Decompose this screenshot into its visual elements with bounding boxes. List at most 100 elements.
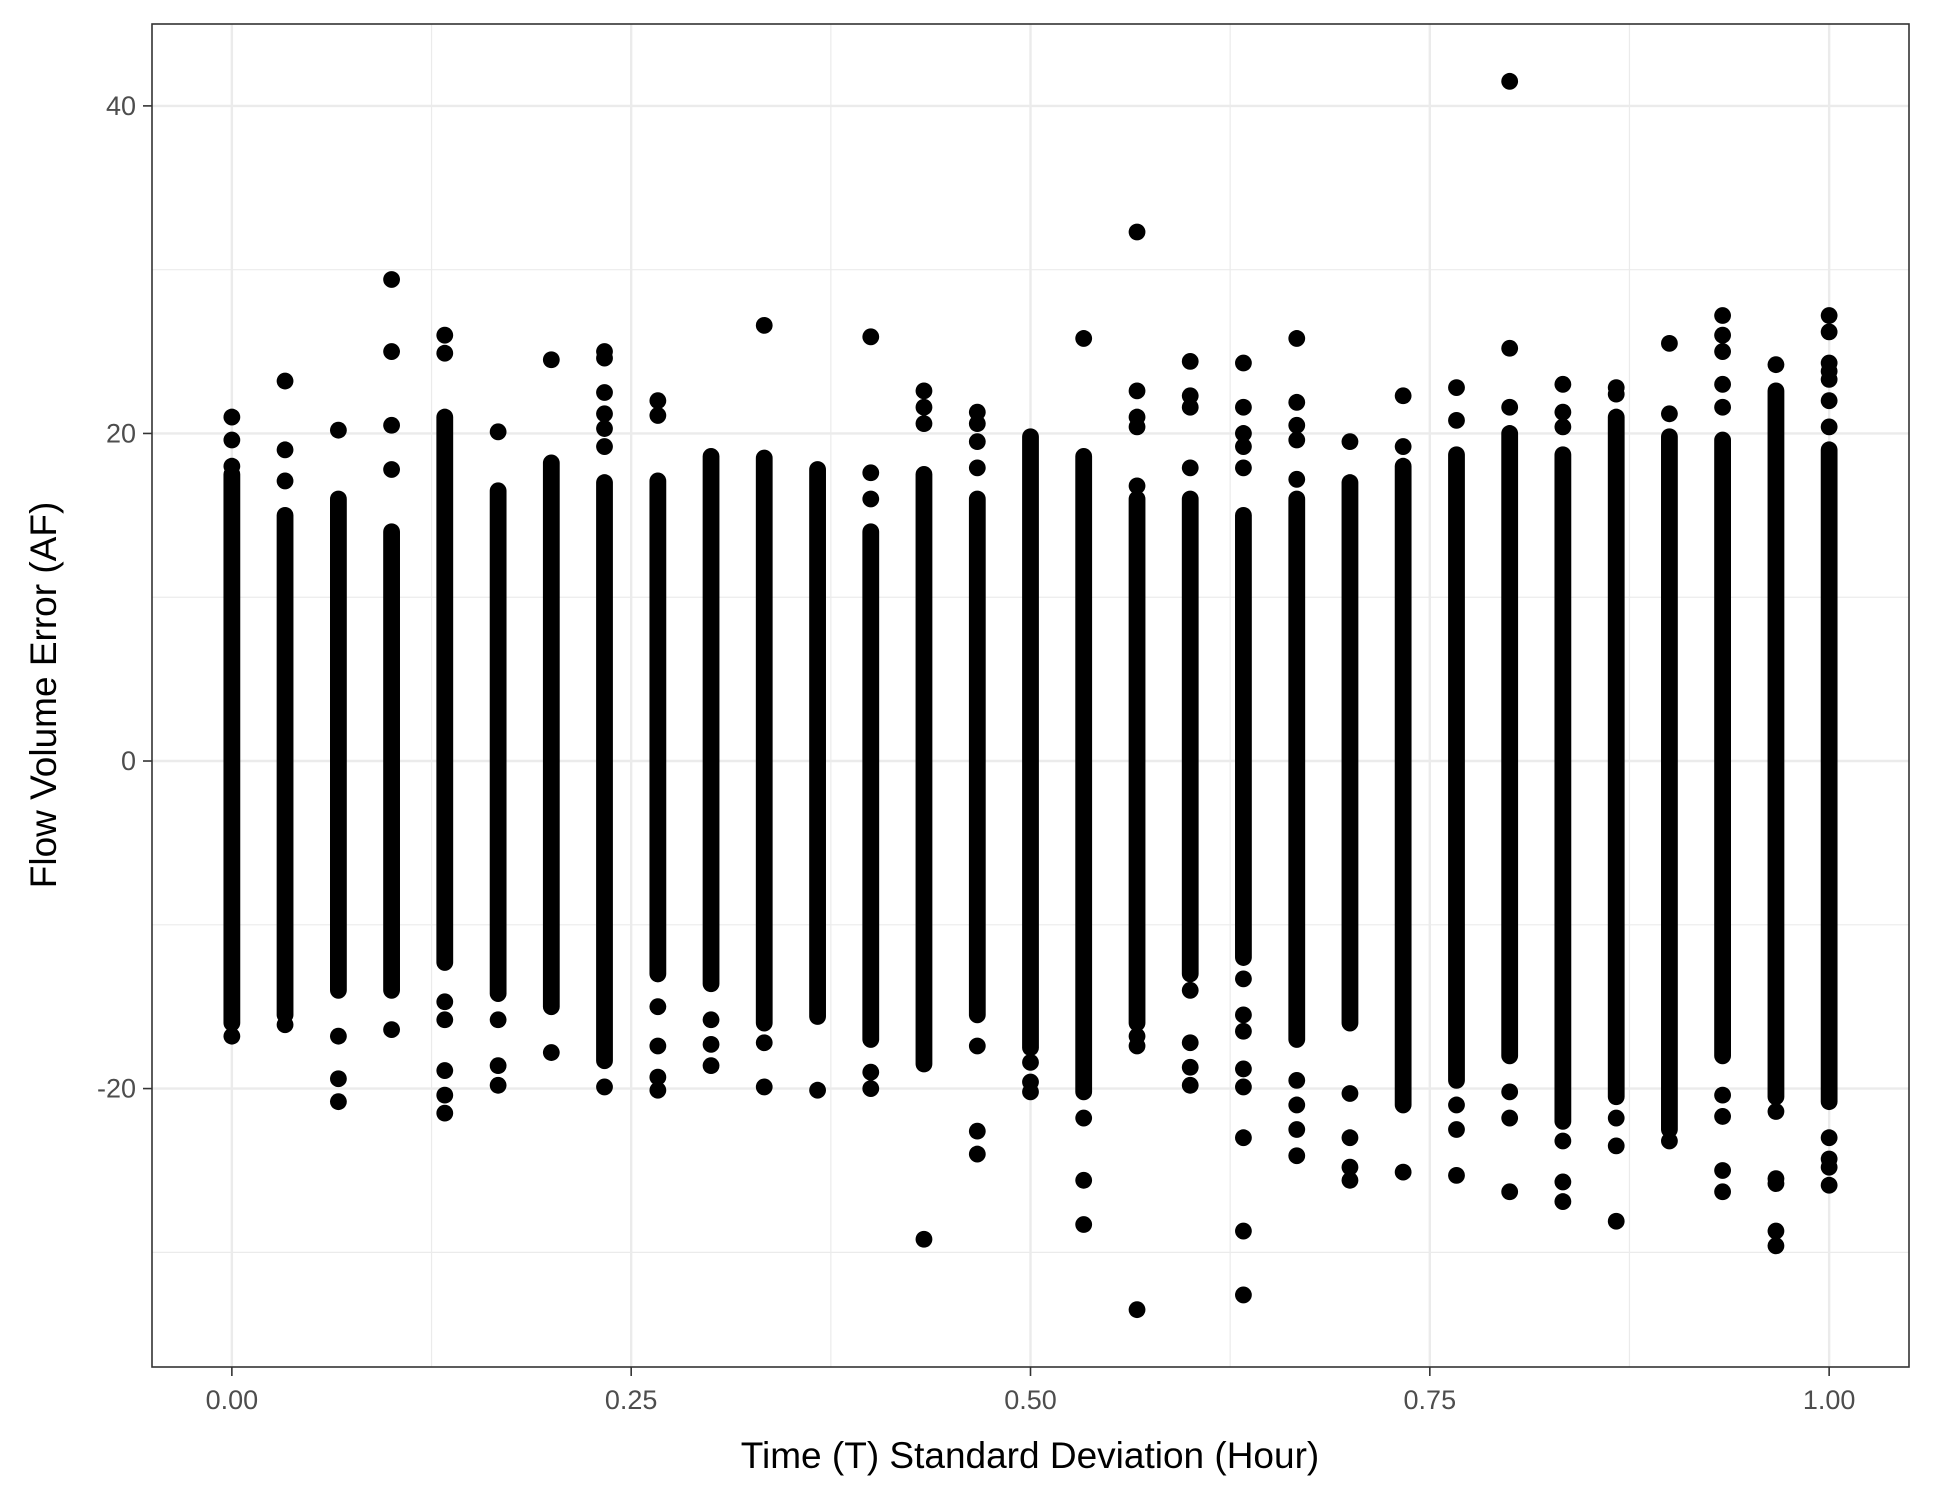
data-point	[1554, 418, 1572, 436]
data-point-cluster	[1235, 506, 1252, 966]
data-point	[1767, 1237, 1785, 1255]
data-point-cluster	[1714, 431, 1731, 1065]
y-tick-label: 20	[106, 418, 136, 448]
data-point	[649, 1068, 667, 1086]
data-point	[649, 407, 667, 424]
data-point	[862, 1080, 880, 1097]
data-point-cluster	[383, 523, 400, 999]
data-point	[276, 472, 294, 490]
data-point	[1767, 1103, 1785, 1120]
data-points	[223, 72, 1838, 1319]
data-point	[1288, 470, 1306, 488]
data-point	[1607, 1212, 1625, 1230]
data-point-cluster	[542, 454, 560, 1016]
y-tick-label: 0	[121, 746, 136, 776]
data-point	[1607, 1109, 1625, 1127]
data-point	[542, 351, 560, 369]
data-point	[1128, 1037, 1146, 1055]
data-point	[1820, 307, 1838, 324]
data-point	[489, 1076, 507, 1094]
data-point-cluster	[1075, 447, 1093, 1101]
data-point	[223, 457, 241, 475]
data-point	[596, 384, 613, 401]
data-point	[223, 408, 241, 426]
data-point	[1288, 393, 1306, 411]
data-point	[1075, 1171, 1093, 1189]
data-point	[489, 1011, 507, 1029]
data-point	[1820, 323, 1838, 341]
data-point	[1714, 398, 1731, 416]
data-point	[1501, 339, 1519, 357]
data-point	[968, 1145, 986, 1163]
x-tick-label: 0.25	[605, 1385, 658, 1415]
data-point-cluster	[1288, 490, 1306, 1048]
data-point	[1820, 418, 1838, 436]
y-axis-ticks: -20 0 20 40	[97, 91, 152, 1104]
data-point	[1288, 431, 1306, 449]
data-point	[436, 1062, 454, 1079]
data-point	[1394, 387, 1412, 405]
data-point-cluster	[809, 461, 826, 1025]
data-point-cluster	[276, 506, 294, 1024]
data-point	[1714, 1108, 1731, 1125]
data-point	[1394, 1163, 1412, 1181]
data-point	[542, 1044, 560, 1061]
data-point	[1820, 1129, 1838, 1147]
data-point	[915, 1230, 933, 1248]
data-point	[915, 415, 933, 433]
data-point	[1767, 356, 1785, 374]
data-point	[968, 1122, 986, 1140]
data-point	[1022, 1083, 1039, 1101]
data-point-cluster	[1820, 441, 1838, 1111]
data-point-cluster	[702, 447, 720, 993]
data-point	[1661, 334, 1678, 352]
data-point	[1394, 438, 1412, 455]
data-point	[1341, 1158, 1359, 1176]
data-point	[489, 1057, 507, 1075]
data-point	[596, 438, 613, 455]
data-point	[1714, 1086, 1731, 1104]
data-point	[1448, 1166, 1465, 1184]
data-point	[596, 349, 613, 367]
data-point	[1607, 1137, 1625, 1155]
data-point	[1022, 1053, 1039, 1071]
data-point-cluster	[1128, 490, 1146, 1032]
data-point	[1661, 405, 1678, 423]
data-point	[1341, 1085, 1359, 1102]
data-point	[1714, 1183, 1731, 1201]
data-point-cluster	[968, 490, 986, 1024]
data-point	[1554, 1132, 1572, 1150]
data-point	[862, 328, 880, 346]
data-point	[383, 461, 400, 478]
data-point	[1501, 398, 1519, 416]
data-point	[1714, 375, 1731, 393]
data-point	[330, 1070, 347, 1088]
data-point	[1235, 970, 1252, 988]
data-point	[383, 271, 400, 288]
data-point	[436, 1104, 454, 1122]
data-point	[968, 459, 986, 477]
data-point	[1767, 1175, 1785, 1192]
data-point-cluster	[862, 523, 880, 1048]
data-point	[1075, 1109, 1093, 1127]
data-point	[1235, 1006, 1252, 1024]
data-point	[1075, 1216, 1093, 1233]
data-point	[1128, 418, 1146, 436]
data-point	[330, 1093, 347, 1111]
data-point	[1288, 1096, 1306, 1114]
data-point	[1235, 1022, 1252, 1040]
data-point	[1181, 398, 1199, 416]
y-tick-label: -20	[97, 1074, 136, 1104]
data-point	[1661, 1132, 1678, 1150]
x-tick-label: 0.00	[206, 1385, 259, 1415]
data-point	[1341, 433, 1359, 451]
data-point	[1235, 438, 1252, 455]
data-point	[596, 405, 613, 423]
data-point	[596, 1078, 613, 1096]
data-point	[330, 1027, 347, 1045]
data-point	[1820, 1158, 1838, 1176]
data-point	[1181, 981, 1199, 999]
data-point-cluster	[1022, 428, 1039, 1057]
data-point	[1501, 1109, 1519, 1127]
data-point	[649, 392, 667, 410]
